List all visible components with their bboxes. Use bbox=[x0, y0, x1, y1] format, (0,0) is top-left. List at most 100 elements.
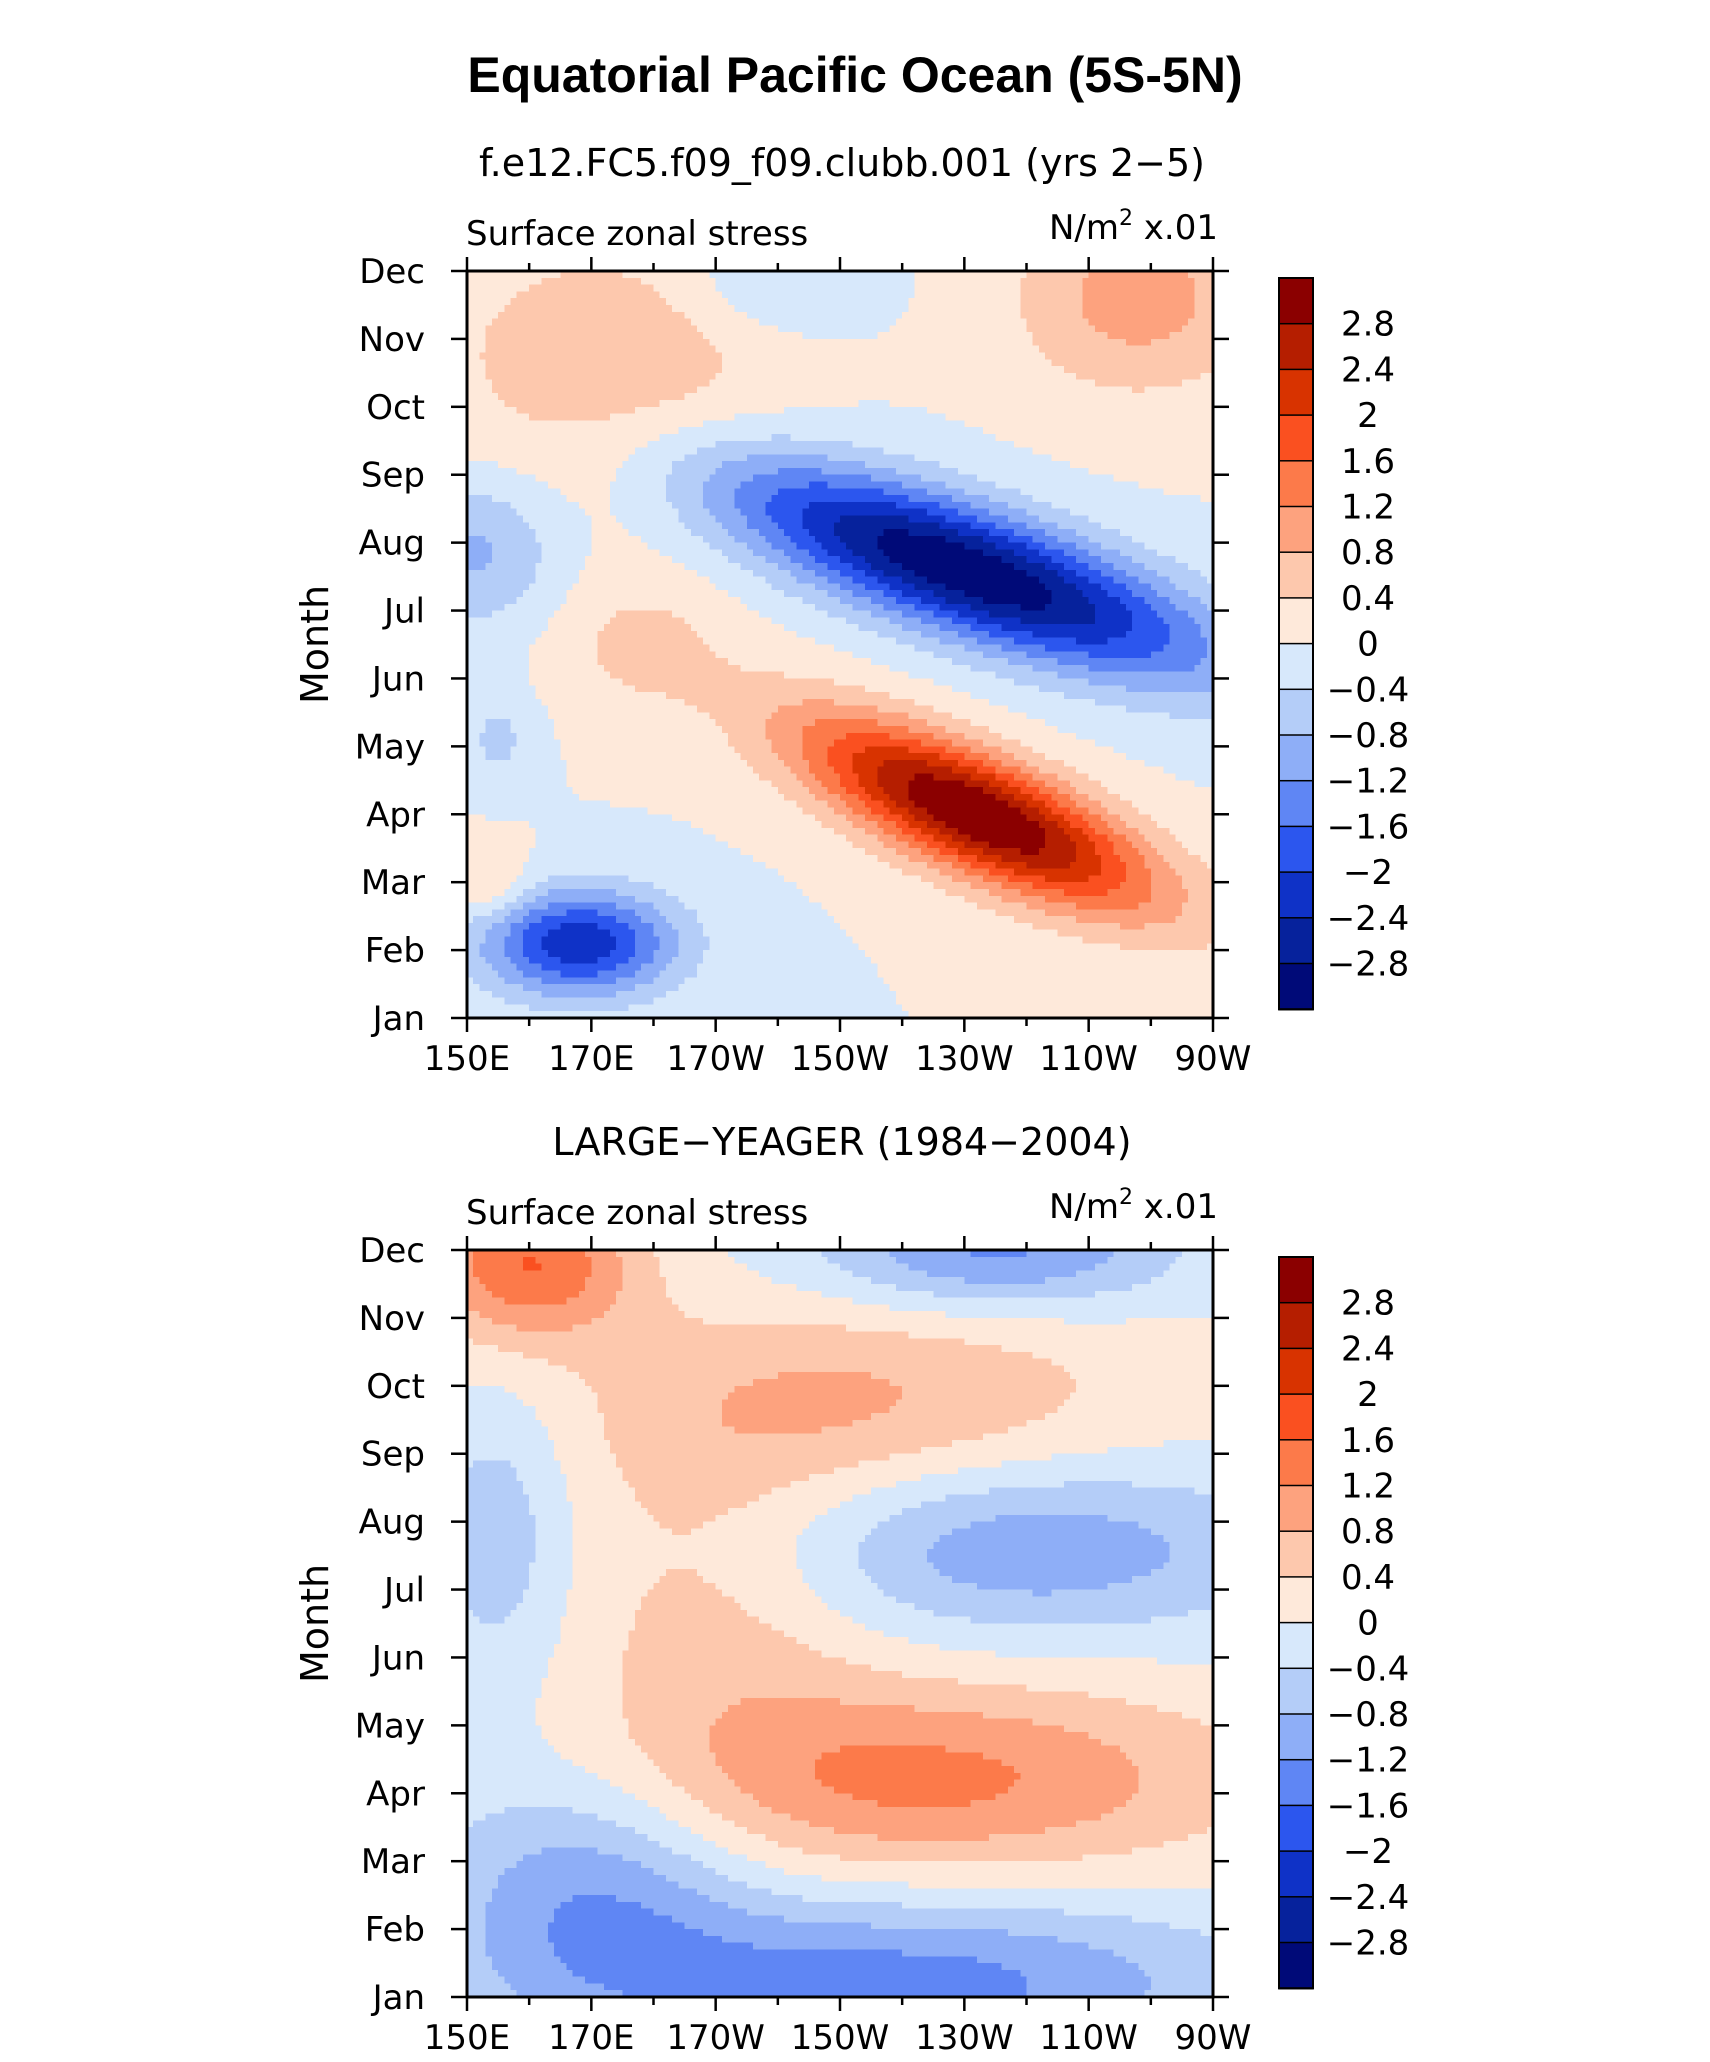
contour-cell bbox=[585, 386, 592, 393]
contour-cell bbox=[473, 420, 480, 427]
contour-cell bbox=[741, 672, 748, 679]
contour-cell bbox=[616, 835, 623, 842]
contour-cell bbox=[566, 651, 573, 658]
contour-cell bbox=[498, 611, 505, 618]
contour-cell bbox=[654, 875, 661, 882]
contour-cell bbox=[523, 441, 530, 448]
contour-cell bbox=[473, 903, 480, 910]
contour-cell bbox=[486, 475, 493, 482]
contour-cell bbox=[554, 746, 561, 753]
contour-cell bbox=[604, 950, 611, 957]
contour-cell bbox=[629, 753, 636, 760]
contour-cell bbox=[566, 780, 573, 787]
contour-cell bbox=[703, 332, 710, 339]
contour-cell bbox=[566, 984, 573, 991]
contour-cell bbox=[728, 651, 735, 658]
contour-cell bbox=[616, 441, 623, 448]
contour-cell bbox=[728, 414, 735, 421]
contour-cell bbox=[734, 556, 741, 563]
contour-cell bbox=[716, 665, 723, 672]
contour-cell bbox=[722, 950, 729, 957]
contour-cell bbox=[709, 767, 716, 774]
contour-cell bbox=[560, 835, 567, 842]
contour-cell bbox=[517, 848, 524, 855]
contour-cell bbox=[548, 420, 555, 427]
contour-cell bbox=[511, 774, 518, 781]
contour-cell bbox=[529, 509, 536, 516]
contour-cell bbox=[579, 414, 586, 421]
contour-cell bbox=[635, 678, 642, 685]
contour-cell bbox=[629, 366, 636, 373]
contour-cell bbox=[511, 420, 518, 427]
contour-cell bbox=[591, 909, 598, 916]
contour-cell bbox=[529, 719, 536, 726]
contour-cell bbox=[697, 977, 704, 984]
contour-cell bbox=[741, 909, 748, 916]
contour-cell bbox=[566, 828, 573, 835]
contour-cell bbox=[697, 991, 704, 998]
contour-cell bbox=[486, 543, 493, 550]
contour-cell bbox=[523, 502, 530, 509]
contour-cell bbox=[654, 359, 661, 366]
contour-cell bbox=[504, 937, 511, 944]
contour-cell bbox=[566, 373, 573, 380]
contour-cell bbox=[486, 434, 493, 441]
contour-cell bbox=[666, 400, 673, 407]
contour-cell bbox=[647, 400, 654, 407]
contour-cell bbox=[542, 291, 549, 298]
contour-cell bbox=[473, 896, 480, 903]
contour-cell bbox=[523, 624, 530, 631]
contour-cell bbox=[728, 645, 735, 652]
contour-cell bbox=[511, 746, 518, 753]
contour-cell bbox=[622, 278, 629, 285]
contour-cell bbox=[517, 821, 524, 828]
contour-cell bbox=[542, 651, 549, 658]
contour-cell bbox=[523, 658, 530, 665]
contour-cell bbox=[610, 522, 617, 529]
contour-cell bbox=[554, 475, 561, 482]
contour-cell bbox=[535, 875, 542, 882]
contour-cell bbox=[523, 733, 530, 740]
contour-cell bbox=[647, 529, 654, 536]
contour-cell bbox=[554, 529, 561, 536]
contour-cell bbox=[678, 855, 685, 862]
contour-cell bbox=[672, 427, 679, 434]
contour-cell bbox=[647, 774, 654, 781]
contour-cell bbox=[560, 583, 567, 590]
contour-cell bbox=[641, 502, 648, 509]
contour-cell bbox=[654, 427, 661, 434]
contour-cell bbox=[585, 577, 592, 584]
contour-cell bbox=[610, 692, 617, 699]
contour-cell bbox=[685, 536, 692, 543]
contour-cell bbox=[585, 556, 592, 563]
contour-cell bbox=[647, 285, 654, 292]
contour-cell bbox=[629, 950, 636, 957]
contour-cell bbox=[734, 577, 741, 584]
contour-cell bbox=[622, 529, 629, 536]
contour-cell bbox=[585, 515, 592, 522]
contour-cell bbox=[517, 855, 524, 862]
contour-cell bbox=[697, 780, 704, 787]
contour-cell bbox=[635, 977, 642, 984]
contour-cell bbox=[703, 828, 710, 835]
contour-cell bbox=[629, 794, 636, 801]
contour-cell bbox=[697, 482, 704, 489]
contour-cell bbox=[479, 767, 486, 774]
contour-cell bbox=[585, 475, 592, 482]
contour-cell bbox=[703, 509, 710, 516]
contour-cell bbox=[685, 841, 692, 848]
contour-cell bbox=[722, 943, 729, 950]
contour-cell bbox=[560, 753, 567, 760]
contour-cell bbox=[691, 298, 698, 305]
contour-cell bbox=[654, 400, 661, 407]
contour-cell bbox=[685, 896, 692, 903]
contour-cell bbox=[709, 699, 716, 706]
contour-cell bbox=[511, 916, 518, 923]
contour-cell bbox=[498, 645, 505, 652]
contour-cell bbox=[734, 665, 741, 672]
contour-cell bbox=[542, 285, 549, 292]
contour-cell bbox=[598, 319, 605, 326]
contour-cell bbox=[722, 617, 729, 624]
contour-cell bbox=[529, 407, 536, 414]
contour-cell bbox=[610, 733, 617, 740]
